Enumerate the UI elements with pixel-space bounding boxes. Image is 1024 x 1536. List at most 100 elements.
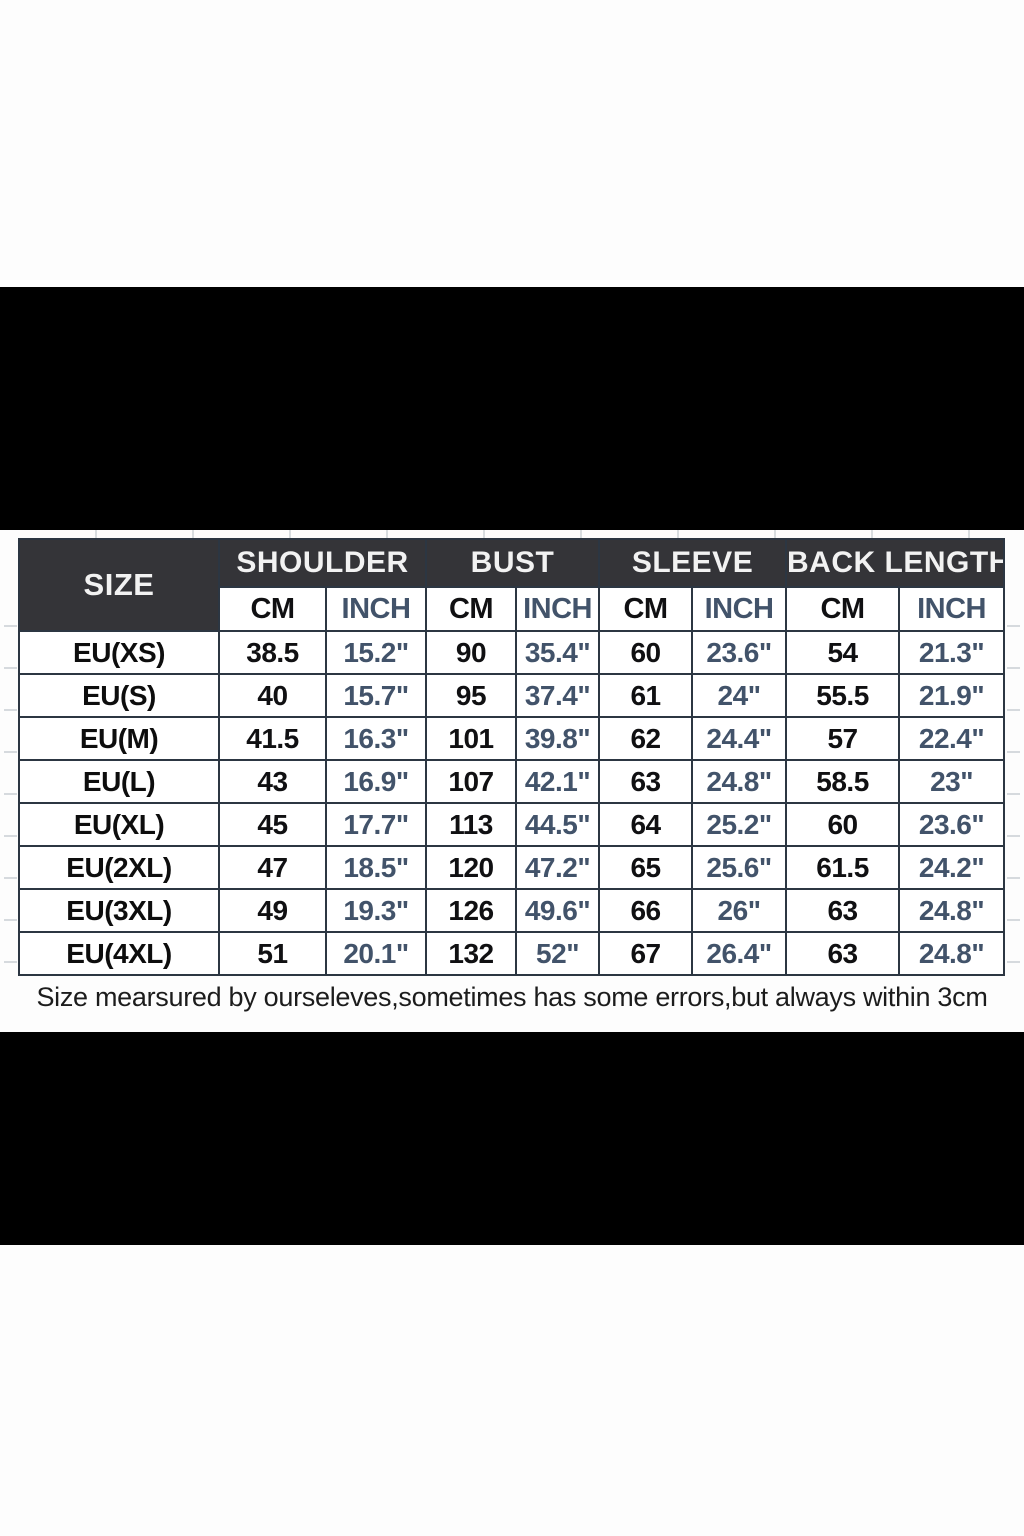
table-row-eu-2xl: EU(2XL) 47 18.5" 120 47.2" 65 25.6" 61.5… <box>18 845 1006 890</box>
table-row-eu-l: EU(L) 43 16.9" 107 42.1" 63 24.8" 58.5 2… <box>18 759 1006 804</box>
measurement-cell: 20.1" <box>325 931 427 976</box>
measurement-cell: 52" <box>514 931 601 976</box>
measurement-cell: 62 <box>598 716 694 761</box>
measurement-cell: 21.9" <box>898 673 1006 718</box>
measurement-cell: 43 <box>218 759 327 804</box>
measurement-cell: 47.2" <box>514 845 601 890</box>
size-label: EU(2XL) <box>18 845 220 890</box>
measurement-cell: 26" <box>691 888 788 933</box>
measurement-cell: 24.8" <box>898 888 1006 933</box>
size-column-header: SIZE <box>18 538 220 632</box>
measurement-cell: 45 <box>218 802 327 847</box>
measurement-cell: 26.4" <box>691 931 788 976</box>
spreadsheet-gridline-hint-left <box>4 585 17 985</box>
unit-header-inch: INCH <box>691 586 788 632</box>
measurement-cell: 64 <box>598 802 694 847</box>
size-chart-table: SIZE SHOULDER BUST SLEEVE BACK LENGTH CM… <box>18 538 1006 976</box>
size-label: EU(S) <box>18 673 220 718</box>
bottom-black-bar <box>0 1032 1024 1245</box>
table-row-eu-xl: EU(XL) 45 17.7" 113 44.5" 64 25.2" 60 23… <box>18 802 1006 847</box>
measurement-cell: 66 <box>598 888 694 933</box>
unit-header-cm: CM <box>218 586 327 632</box>
measurement-cell: 47 <box>218 845 327 890</box>
size-label: EU(M) <box>18 716 220 761</box>
size-label: EU(L) <box>18 759 220 804</box>
size-label: EU(XL) <box>18 802 220 847</box>
measurement-cell: 51 <box>218 931 327 976</box>
measurement-cell: 40 <box>218 673 327 718</box>
size-label: EU(4XL) <box>18 931 220 976</box>
measurement-cell: 90 <box>425 630 517 675</box>
measurement-cell: 21.3" <box>898 630 1006 675</box>
measurement-cell: 41.5 <box>218 716 327 761</box>
measurement-cell: 24.4" <box>691 716 788 761</box>
measurement-cell: 19.3" <box>325 888 427 933</box>
measurement-disclaimer-text: Size mearsured by ourseleves,sometimes h… <box>36 982 988 1012</box>
back-length-column-header: BACK LENGTH <box>785 538 1006 588</box>
measurement-cell: 23.6" <box>691 630 788 675</box>
unit-header-cm: CM <box>598 586 694 632</box>
measurement-cell: 18.5" <box>325 845 427 890</box>
measurement-cell: 24.8" <box>691 759 788 804</box>
spreadsheet-gridline-hint-top <box>0 530 1024 538</box>
measurement-cell: 57 <box>785 716 901 761</box>
unit-header-cm: CM <box>425 586 517 632</box>
measurement-cell: 107 <box>425 759 517 804</box>
measurement-cell: 61.5 <box>785 845 901 890</box>
measurement-cell: 58.5 <box>785 759 901 804</box>
measurement-cell: 44.5" <box>514 802 601 847</box>
bust-column-header: BUST <box>424 538 601 588</box>
measurement-cell: 15.7" <box>325 673 427 718</box>
measurement-cell: 25.2" <box>691 802 788 847</box>
measurement-cell: 55.5 <box>785 673 901 718</box>
measurement-cell: 24" <box>691 673 788 718</box>
size-label: EU(3XL) <box>18 888 220 933</box>
measurement-cell: 24.8" <box>898 931 1006 976</box>
measurement-cell: 15.2" <box>325 630 427 675</box>
unit-header-inch: INCH <box>325 586 427 632</box>
group-header-row: SIZE SHOULDER BUST SLEEVE BACK LENGTH <box>18 538 1006 632</box>
spreadsheet-gridline-hint-right <box>1007 585 1020 985</box>
measurement-cell: 60 <box>598 630 694 675</box>
measurement-cell: 17.7" <box>325 802 427 847</box>
table-row-eu-xs: EU(XS) 38.5 15.2" 90 35.4" 60 23.6" 54 2… <box>18 630 1006 675</box>
sleeve-column-header: SLEEVE <box>598 538 788 588</box>
shoulder-column-header: SHOULDER <box>218 538 427 588</box>
measurement-cell: 16.3" <box>325 716 427 761</box>
measurement-cell: 23.6" <box>898 802 1006 847</box>
unit-header-inch: INCH <box>514 586 601 632</box>
measurement-cell: 35.4" <box>514 630 601 675</box>
measurement-cell: 49 <box>218 888 327 933</box>
size-label: EU(XS) <box>18 630 220 675</box>
measurement-cell: 60 <box>785 802 901 847</box>
measurement-cell: 95 <box>425 673 517 718</box>
measurement-cell: 67 <box>598 931 694 976</box>
measurement-cell: 23" <box>898 759 1006 804</box>
measurement-cell: 54 <box>785 630 901 675</box>
measurement-cell: 16.9" <box>325 759 427 804</box>
table-row-eu-4xl: EU(4XL) 51 20.1" 132 52" 67 26.4" 63 24.… <box>18 931 1006 976</box>
measurement-cell: 120 <box>425 845 517 890</box>
measurement-cell: 65 <box>598 845 694 890</box>
table-row-eu-3xl: EU(3XL) 49 19.3" 126 49.6" 66 26" 63 24.… <box>18 888 1006 933</box>
measurement-cell: 132 <box>425 931 517 976</box>
measurement-cell: 63 <box>785 931 901 976</box>
measurement-cell: 39.8" <box>514 716 601 761</box>
measurement-cell: 38.5 <box>218 630 327 675</box>
measurement-cell: 49.6" <box>514 888 601 933</box>
measurement-cell: 113 <box>425 802 517 847</box>
unit-header-cm: CM <box>785 586 901 632</box>
table-row-eu-m: EU(M) 41.5 16.3" 101 39.8" 62 24.4" 57 2… <box>18 716 1006 761</box>
measurement-cell: 24.2" <box>898 845 1006 890</box>
measurement-cell: 42.1" <box>514 759 601 804</box>
measurement-cell: 22.4" <box>898 716 1006 761</box>
measurement-cell: 37.4" <box>514 673 601 718</box>
unit-header-row: CM INCH CM INCH CM INCH CM INCH <box>19 586 1006 632</box>
measurement-cell: 126 <box>425 888 517 933</box>
measurement-cell: 25.6" <box>691 845 788 890</box>
measurement-cell: 61 <box>598 673 694 718</box>
unit-header-inch: INCH <box>898 586 1006 632</box>
measurement-cell: 101 <box>425 716 517 761</box>
top-black-bar <box>0 287 1024 530</box>
measurement-cell: 63 <box>598 759 694 804</box>
